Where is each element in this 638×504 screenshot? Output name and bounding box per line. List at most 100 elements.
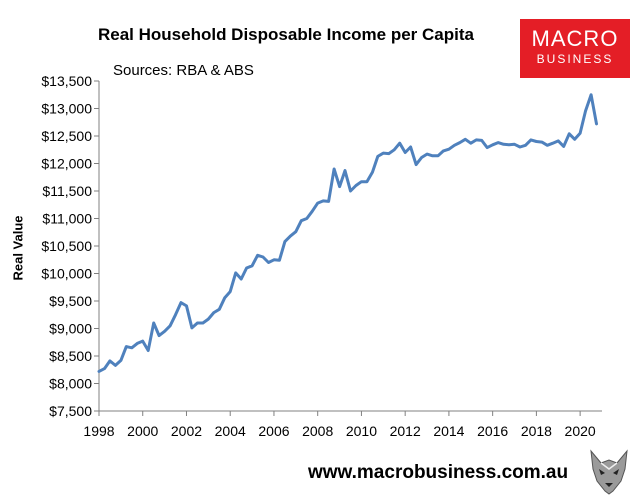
data-point: [458, 141, 461, 144]
data-point: [436, 154, 440, 157]
data-point: [480, 139, 483, 142]
x-tick-label: 1998: [83, 423, 114, 439]
data-point: [447, 148, 451, 151]
data-point: [190, 326, 194, 330]
x-tick-label: 2000: [127, 423, 158, 439]
data-point: [496, 141, 500, 144]
data-point: [316, 201, 319, 205]
data-point: [343, 169, 347, 172]
macrobusiness-logo: MACRO BUSINESS: [520, 19, 630, 78]
y-tick-label: $10,500: [41, 238, 92, 254]
data-point: [103, 367, 106, 370]
data-point: [272, 258, 276, 261]
data-point: [464, 138, 467, 141]
logo-line-2: BUSINESS: [536, 52, 614, 66]
data-point: [551, 142, 554, 145]
chart-title: Real Household Disposable Income per Cap…: [98, 25, 474, 44]
logo-line-1: MACRO: [531, 26, 619, 51]
data-point: [157, 334, 161, 337]
y-tick-label: $13,500: [41, 73, 92, 89]
data-point: [278, 259, 281, 262]
y-tick-label: $13,000: [41, 101, 92, 117]
data-point: [201, 321, 205, 325]
series-line: [97, 93, 598, 373]
data-point: [261, 255, 265, 259]
data-point: [223, 296, 226, 299]
x-tick-label: 2002: [171, 423, 202, 439]
chart-subtitle: Sources: RBA & ABS: [113, 62, 254, 79]
data-point: [469, 142, 472, 145]
data-point: [322, 199, 325, 203]
data-point: [518, 145, 522, 149]
data-point: [250, 264, 254, 267]
data-point: [174, 313, 177, 316]
data-point: [300, 219, 303, 222]
footer-url: www.macrobusiness.com.au: [308, 462, 569, 483]
data-point: [179, 301, 183, 304]
data-point: [425, 152, 429, 156]
data-point: [540, 140, 544, 144]
data-point: [130, 346, 133, 349]
y-tick-label: $9,500: [49, 293, 92, 309]
data-point: [283, 240, 287, 243]
data-point: [546, 144, 549, 147]
data-point: [349, 189, 352, 193]
data-point: [486, 146, 489, 149]
data-point: [376, 155, 379, 158]
data-point: [294, 230, 297, 233]
data-point: [141, 339, 144, 343]
data-point: [365, 180, 369, 183]
data-point: [354, 184, 358, 187]
y-tick-label: $11,500: [42, 183, 92, 199]
data-point: [185, 304, 188, 308]
data-point: [513, 143, 516, 146]
x-tick-label: 2014: [433, 423, 464, 439]
data-point: [595, 122, 598, 126]
y-tick-label: $11,000: [42, 211, 92, 227]
data-point: [196, 321, 199, 325]
data-point: [289, 234, 292, 238]
x-tick-label: 2004: [215, 423, 246, 439]
data-point: [414, 163, 418, 166]
data-point: [360, 180, 363, 183]
data-point: [207, 317, 210, 321]
data-point: [535, 140, 538, 143]
x-tick-label: 2010: [346, 423, 377, 439]
data-point: [431, 154, 434, 157]
data-point: [568, 132, 571, 135]
data-point: [234, 271, 237, 275]
x-tick-label: 2020: [565, 423, 596, 439]
data-point: [240, 277, 243, 281]
data-point: [311, 210, 314, 213]
data-point: [502, 143, 505, 146]
y-tick-label: $7,500: [49, 403, 92, 419]
data-point: [119, 359, 123, 362]
data-point: [420, 156, 423, 159]
data-point: [114, 364, 117, 367]
data-point: [404, 151, 407, 154]
y-tick-label: $8,500: [49, 348, 92, 364]
wolf-head-icon: [590, 449, 628, 495]
y-tick-label: $10,000: [41, 266, 92, 282]
data-point: [491, 143, 494, 146]
data-point: [152, 321, 155, 325]
data-point: [108, 359, 112, 363]
data-point: [97, 370, 101, 373]
data-point: [125, 345, 128, 348]
data-point: [507, 143, 511, 146]
data-point: [382, 151, 385, 155]
data-point: [398, 142, 401, 145]
data-point: [584, 109, 587, 112]
data-point: [147, 349, 150, 352]
data-point: [578, 132, 582, 135]
data-point: [136, 342, 139, 345]
data-point: [332, 167, 336, 171]
y-tick-label: $8,000: [49, 376, 92, 392]
data-point: [163, 330, 166, 333]
data-point: [393, 148, 396, 151]
y-tick-label: $9,000: [49, 321, 92, 337]
y-tick-label: $12,500: [41, 128, 92, 144]
data-point: [229, 290, 232, 293]
data-point: [371, 171, 374, 174]
data-point: [409, 145, 412, 149]
